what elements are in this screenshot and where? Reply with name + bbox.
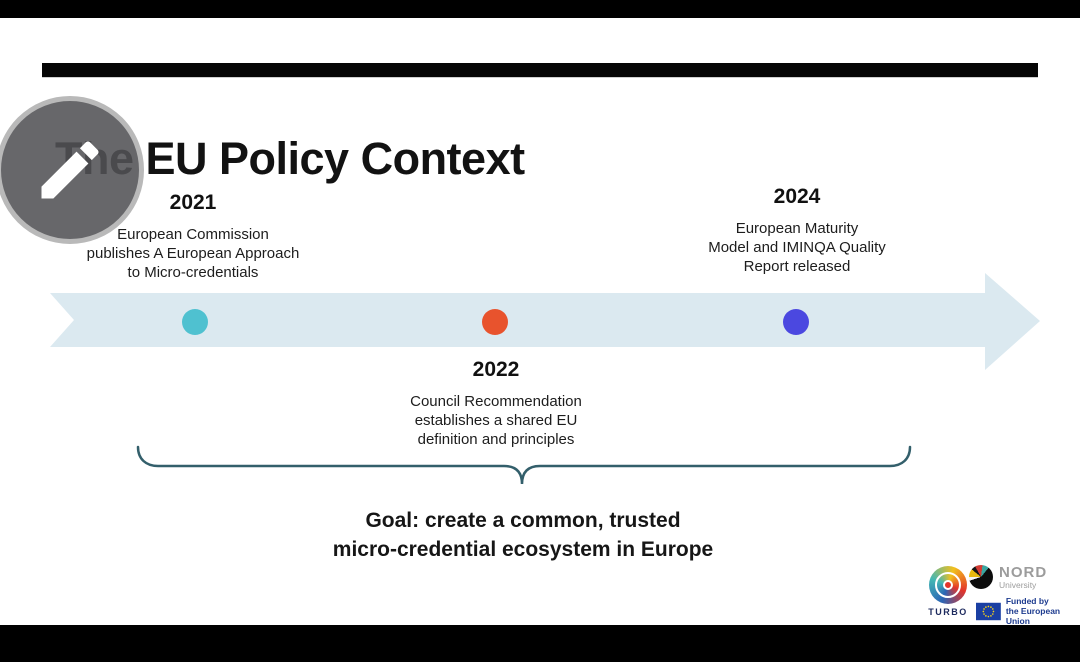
eu-funding-badge: Funded by the European Union [976,596,1080,626]
turbo-logo-label: TURBO [928,607,968,617]
eu-flag-icon [976,602,1001,620]
annotation-tool-button[interactable] [0,96,144,244]
timeline-dot-2022 [482,309,508,335]
slide-title: The EU Policy Context [55,133,525,185]
event-description-2022: Council Recommendation establishes a sha… [410,393,582,448]
nord-logo-icon [969,565,993,589]
slide-divider-bar [42,63,1038,77]
nord-university-logo: NORD University [969,565,1047,590]
timeline-dot-2024 [783,309,809,335]
top-letterbox-bar [0,0,1080,18]
event-year-2022: 2022 [472,358,520,381]
timeline-event-2022: 2022 Council Recommendation establishes … [360,359,632,449]
timeline-event-2021: 2021 European Commission publishes A Eur… [62,192,324,282]
summary-brace [136,445,912,485]
pencil-icon [41,141,99,199]
eu-funding-text: Funded by the European Union [1005,596,1061,626]
turbo-swirl-icon [929,566,967,604]
turbo-logo: TURBO [923,566,973,617]
goal-statement: Goal: create a common, trusted micro-cre… [332,509,714,561]
nord-logo-subtitle: University [999,580,1037,590]
event-year-2021: 2021 [169,191,217,214]
nord-logo-text: NORD University [999,565,1047,590]
nord-logo-name: NORD [999,564,1048,581]
timeline-arrow-band [50,273,1040,370]
event-description-2024: European Maturity Model and IMINQA Quali… [708,220,886,275]
event-description-2021: European Commission publishes A European… [86,226,300,281]
timeline-event-2024: 2024 European Maturity Model and IMINQA … [666,186,928,276]
timeline-dot-2021 [182,309,208,335]
event-year-2024: 2024 [773,185,821,208]
bottom-letterbox-bar [0,625,1080,662]
